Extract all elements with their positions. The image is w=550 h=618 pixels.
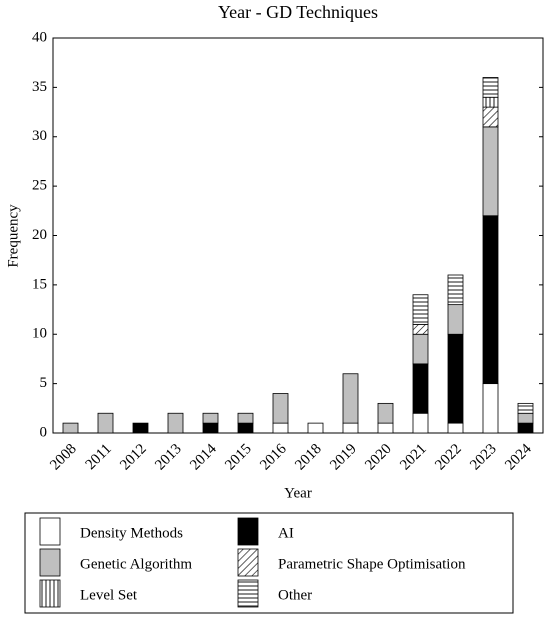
x-tick-label: 2021 [397,441,430,474]
bar-segment [97,412,114,434]
bar-segment [307,422,324,434]
bar-segment [482,106,499,128]
x-tick-label: 2018 [292,441,325,474]
bar-segment [237,412,254,424]
legend-swatch [237,548,259,577]
x-tick-label: 2015 [222,441,255,474]
legend-label: Level Set [80,587,138,603]
bar-segment [482,383,499,434]
bar-segment [517,422,534,434]
bar-segment [202,412,219,424]
y-tick-label: 5 [40,375,48,391]
bar-segment [447,333,464,424]
y-axis-label: Frequency [5,204,21,268]
bar-segment [412,412,429,434]
bar-segment [237,422,254,434]
y-tick-label: 10 [32,326,47,342]
y-tick-label: 35 [32,79,47,95]
legend-label: Other [278,587,312,603]
bar-segment [132,422,149,434]
legend-swatch [39,579,61,608]
x-tick-label: 2014 [187,441,220,474]
x-tick-label: 2016 [257,441,290,474]
bar-segment [482,126,499,217]
y-tick-label: 30 [32,128,47,144]
x-tick-label: 2019 [327,441,360,474]
chart-title: Year - GD Techniques [218,2,378,22]
legend-swatch [39,548,61,577]
bar-segment [517,402,534,414]
bar-segment [202,422,219,434]
x-axis-label: Year [284,485,312,501]
x-tick-label: 2024 [502,441,535,474]
y-tick-label: 25 [32,178,47,194]
y-tick-label: 20 [32,227,47,243]
bar-segment [412,363,429,414]
legend-label: Parametric Shape Optimisation [278,556,466,572]
bar-segment [342,373,359,424]
bar-segment [447,304,464,335]
y-tick-label: 15 [32,276,47,292]
bar-segment [272,422,289,434]
legend-label: Density Methods [80,525,183,541]
bar-segment [412,294,429,325]
x-tick-label: 2011 [83,441,115,473]
bar-segment [272,393,289,424]
bar-segment [482,96,499,108]
bar-segment [447,422,464,434]
bar-segment [412,333,429,365]
x-tick-label: 2020 [362,441,395,474]
y-tick-label: 0 [40,424,48,440]
legend-swatch [237,579,259,608]
bar-segment [482,215,499,385]
bar-segment [167,412,184,434]
bar-segment [447,274,464,306]
bar-segment [377,422,394,434]
bar-segment [412,323,429,335]
bar-segment [482,77,499,98]
y-tick-label: 40 [32,29,47,45]
legend-swatch [39,517,61,546]
x-tick-label: 2008 [47,441,80,474]
bar-segment [517,412,534,424]
legend-box [24,512,514,614]
bar-segment [377,402,394,424]
x-tick-label: 2012 [117,441,150,474]
x-tick-label: 2023 [467,441,500,474]
legend-label: AI [278,525,294,541]
legend-swatch [237,517,259,546]
plot-frame [52,37,544,434]
x-tick-label: 2022 [432,441,465,474]
bar-segment [62,422,79,434]
legend-label: Genetic Algorithm [80,556,192,572]
x-tick-label: 2013 [152,441,185,474]
bar-segment [342,422,359,434]
